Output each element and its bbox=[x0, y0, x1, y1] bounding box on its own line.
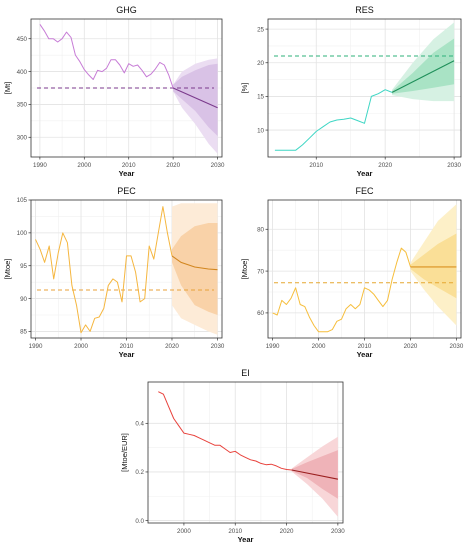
chart-panel-pec: 1990 2000 2010 2020 2030 85 90 95 100 105 PEC Year [… bbox=[3, 186, 225, 359]
chart-3-x-tick-label: 1990 bbox=[266, 343, 280, 350]
chart-4-title: EI bbox=[241, 368, 250, 378]
chart-2-y-tick-label: 85 bbox=[20, 329, 27, 336]
chart-4-plot-area bbox=[148, 382, 343, 523]
chart-0-title: GHG bbox=[116, 5, 137, 15]
chart-4-forecast-line bbox=[291, 469, 339, 480]
chart-4-y-tick-label: 0.2 bbox=[135, 469, 144, 476]
chart-1-x-tick-label: 2010 bbox=[309, 162, 323, 169]
chart-panel-ei: 2000 2010 2020 2030 0.0 0.2 0.4 EI Year [Mtoe/EUR… bbox=[120, 368, 345, 544]
chart-3-x-tick-label: 2000 bbox=[312, 343, 326, 350]
chart-2-y-tick-label: 90 bbox=[20, 296, 27, 303]
chart-4-x-axis-label: Year bbox=[238, 535, 254, 544]
chart-4-series-line bbox=[158, 391, 292, 471]
chart-2-y-tick-label: 100 bbox=[17, 230, 28, 237]
chart-0-x-tick-label: 2000 bbox=[77, 162, 91, 169]
chart-1-title: RES bbox=[355, 5, 374, 15]
chart-3-band-inner bbox=[410, 233, 457, 299]
chart-2-band-inner bbox=[172, 223, 218, 315]
chart-3-x-tick-label: 2020 bbox=[404, 343, 418, 350]
chart-0-x-tick-label: 2020 bbox=[166, 162, 180, 169]
chart-1-band-inner bbox=[392, 38, 455, 94]
chart-4-y-axis-label: [Mtoe/EUR] bbox=[120, 433, 129, 472]
chart-1-y-tick-label: 25 bbox=[257, 26, 264, 33]
chart-3-y-tick-label: 80 bbox=[257, 226, 264, 233]
chart-2-x-tick-label: 1990 bbox=[29, 343, 43, 350]
chart-2-x-tick-label: 2000 bbox=[74, 343, 88, 350]
chart-0-band-inner bbox=[173, 63, 218, 137]
chart-2-forecast-line bbox=[171, 255, 218, 271]
chart-3-y-axis-label: [Mtoe] bbox=[240, 259, 249, 280]
chart-panel-ghg: 1990 2000 2010 2020 2030 300 350 400 450 GHG Year [… bbox=[3, 5, 225, 178]
chart-2-y-tick-label: 95 bbox=[20, 263, 27, 270]
chart-0-y-tick-label: 400 bbox=[17, 69, 28, 76]
chart-3-x-axis-label: Year bbox=[357, 350, 373, 359]
chart-0-x-tick-label: 2010 bbox=[122, 162, 136, 169]
chart-2-y-tick-label: 105 bbox=[17, 197, 28, 204]
chart-1-x-tick-label: 2030 bbox=[447, 162, 461, 169]
chart-0-y-tick-label: 300 bbox=[17, 134, 28, 141]
chart-4-y-tick-label: 0.4 bbox=[135, 421, 144, 428]
chart-3-title: FEC bbox=[356, 186, 375, 196]
chart-2-series-line bbox=[35, 206, 173, 334]
chart-3-y-tick-label: 70 bbox=[257, 268, 264, 275]
chart-4-x-tick-label: 2010 bbox=[228, 528, 242, 535]
chart-4-y-tick-label: 0.0 bbox=[135, 518, 144, 525]
chart-3-y-tick-label: 60 bbox=[257, 310, 264, 317]
chart-panel-fec: 1990 2000 2010 2020 2030 60 70 80 FEC Year [Mtoe] bbox=[240, 186, 464, 359]
chart-1-x-tick-label: 2020 bbox=[378, 162, 392, 169]
chart-2-title: PEC bbox=[117, 186, 136, 196]
chart-2-x-tick-label: 2010 bbox=[120, 343, 134, 350]
chart-1-series-line bbox=[274, 89, 393, 151]
chart-0-series-line bbox=[39, 24, 174, 89]
chart-3-series-line bbox=[272, 247, 411, 333]
chart-0-forecast-line bbox=[172, 87, 218, 109]
chart-2-x-tick-label: 2030 bbox=[211, 343, 225, 350]
chart-0-x-tick-label: 2030 bbox=[211, 162, 225, 169]
chart-4-x-tick-label: 2000 bbox=[177, 528, 191, 535]
chart-4-x-tick-label: 2030 bbox=[331, 528, 345, 535]
chart-2-x-axis-label: Year bbox=[119, 350, 135, 359]
chart-0-y-tick-label: 450 bbox=[17, 36, 28, 43]
chart-0-y-tick-label: 350 bbox=[17, 102, 28, 109]
chart-1-y-tick-label: 15 bbox=[257, 94, 264, 101]
chart-3-x-tick-label: 2010 bbox=[358, 343, 372, 350]
chart-1-y-axis-label: [%] bbox=[240, 83, 249, 94]
chart-0-x-tick-label: 1990 bbox=[33, 162, 47, 169]
chart-panel-res: 2010 2020 2030 10 15 20 25 RES Year [%] bbox=[240, 5, 462, 178]
chart-2-y-axis-label: [Mtoe] bbox=[3, 259, 12, 280]
chart-1-y-tick-label: 20 bbox=[257, 60, 264, 67]
chart-2-x-tick-label: 2020 bbox=[165, 343, 179, 350]
chart-0-panel-border bbox=[30, 18, 223, 158]
chart-1-forecast-line bbox=[391, 60, 455, 93]
chart-3-x-tick-label: 2030 bbox=[450, 343, 464, 350]
chart-1-y-tick-label: 10 bbox=[257, 127, 264, 134]
chart-0-y-axis-label: [Mt] bbox=[3, 82, 12, 95]
chart-0-x-axis-label: Year bbox=[119, 169, 135, 178]
chart-1-x-axis-label: Year bbox=[357, 169, 373, 178]
chart-4-x-tick-label: 2020 bbox=[280, 528, 294, 535]
chart-1-panel-border bbox=[267, 18, 462, 158]
chart-4-panel-border bbox=[147, 381, 344, 524]
